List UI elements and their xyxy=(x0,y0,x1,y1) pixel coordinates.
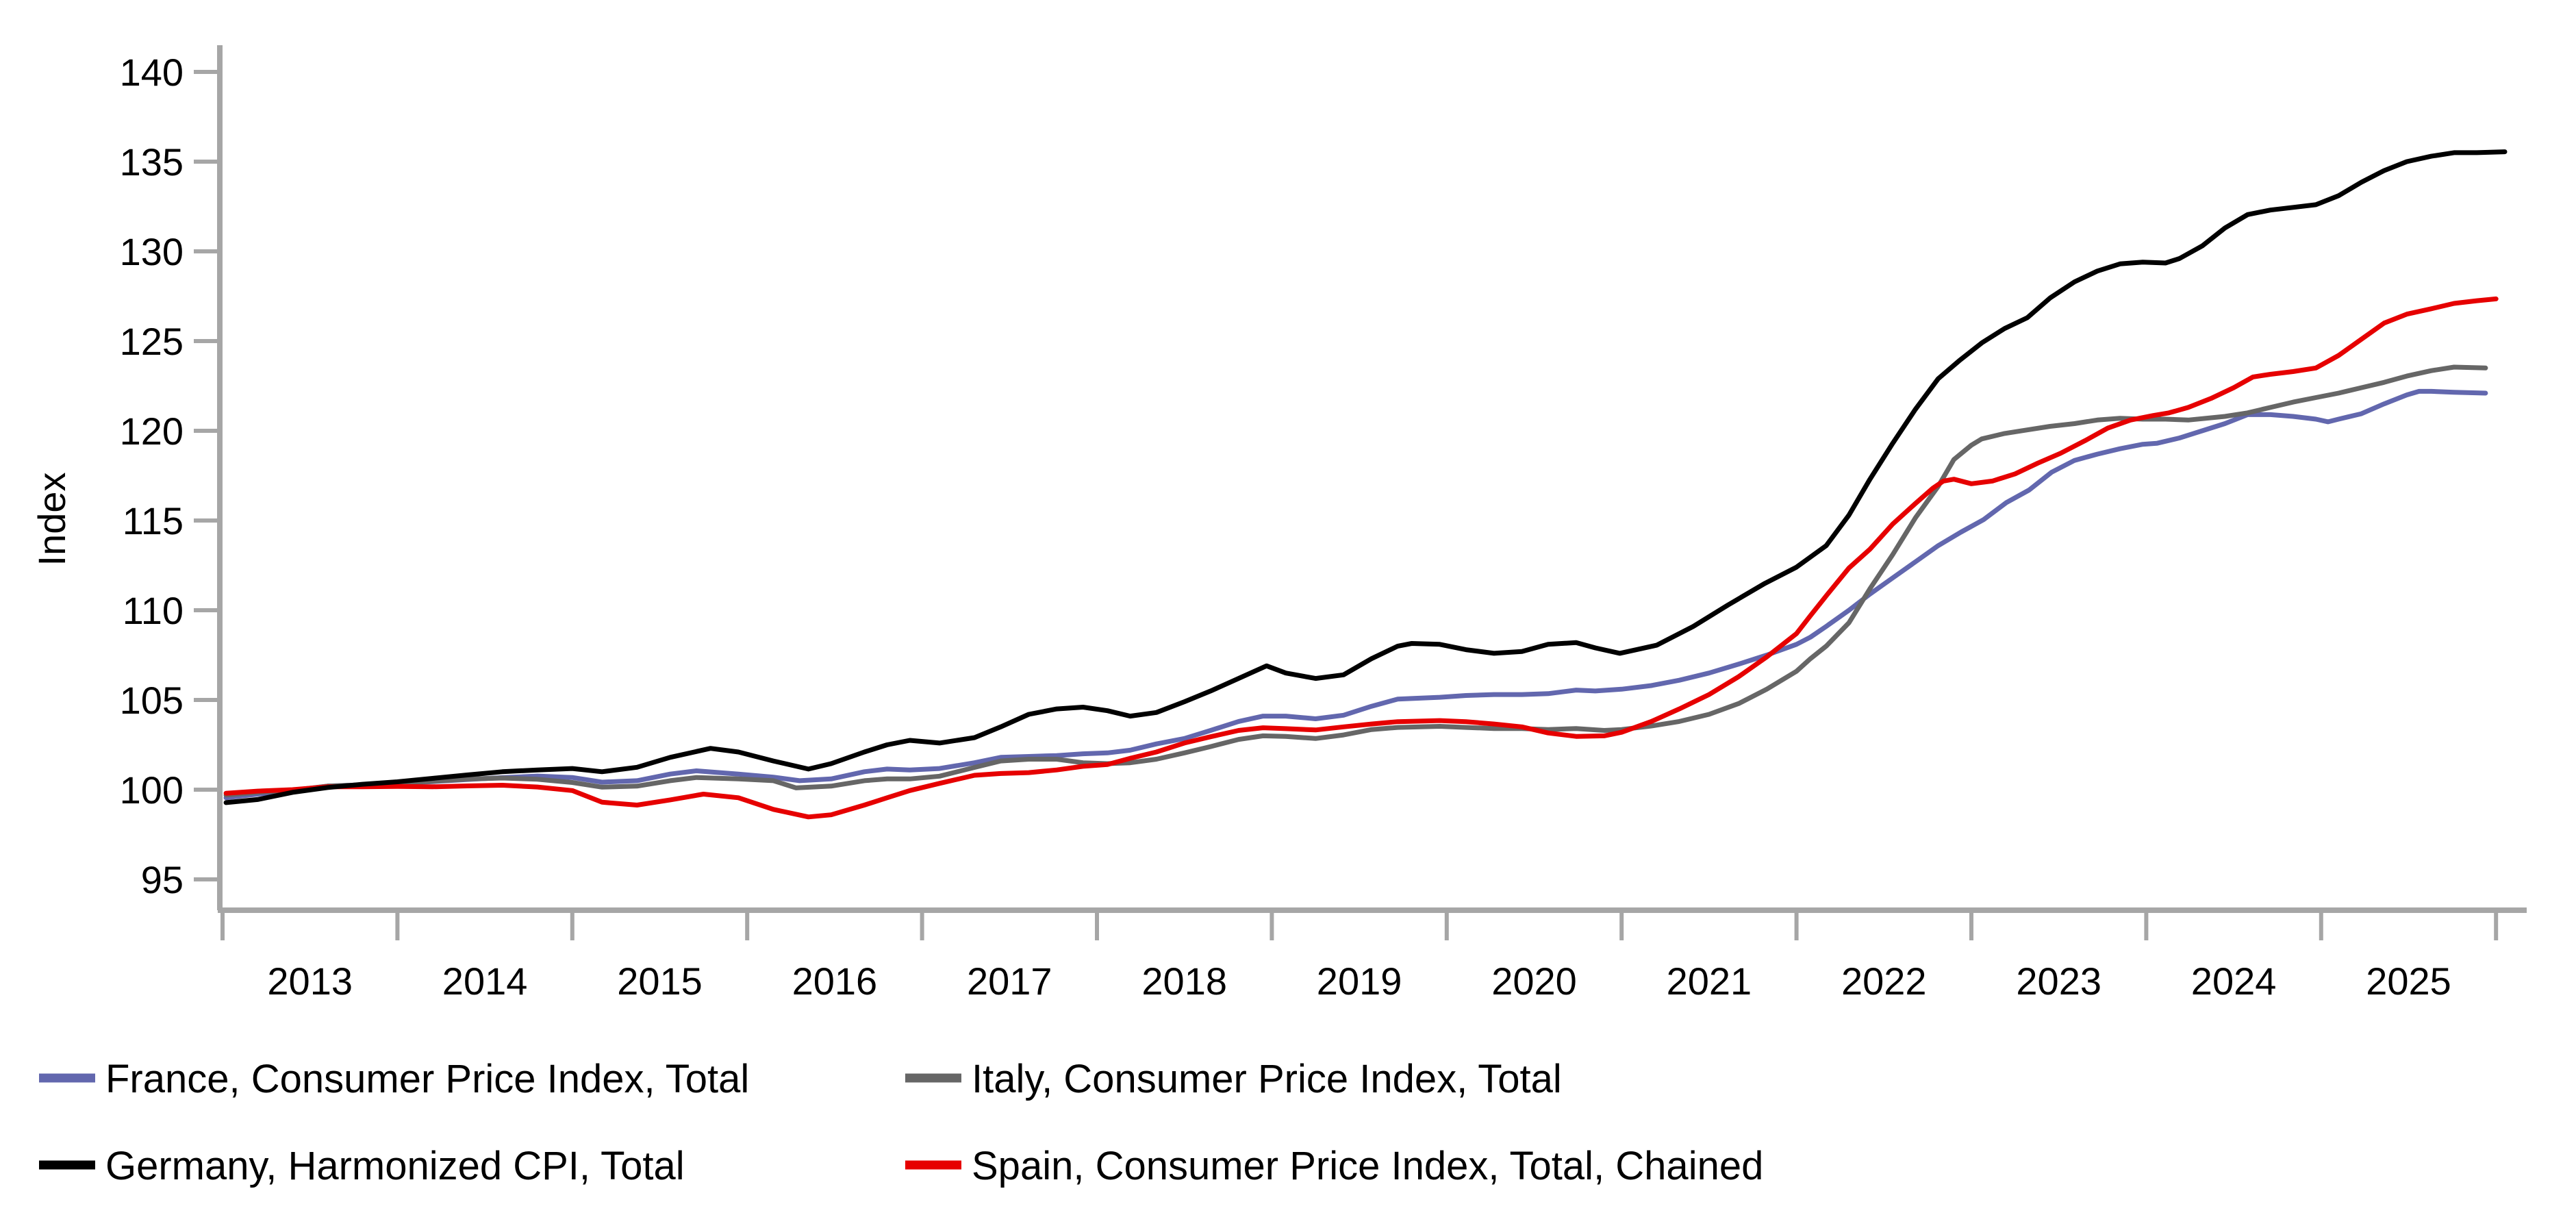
y-tick-label: 115 xyxy=(123,499,184,542)
x-tick-label: 2018 xyxy=(1141,960,1227,1003)
y-tick-label: 130 xyxy=(120,230,184,273)
y-axis-title-group: Index xyxy=(30,473,73,566)
y-axis-title: Index xyxy=(30,473,73,566)
y-tick-label: 125 xyxy=(120,320,184,363)
y-tick-label: 95 xyxy=(141,858,184,901)
y-tick-label: 100 xyxy=(120,768,184,812)
series-line-germany xyxy=(223,149,2508,805)
legend-label: Germany, Harmonized CPI, Total xyxy=(105,1144,685,1188)
x-tick-label: 2015 xyxy=(617,960,703,1003)
x-axis-ticks xyxy=(220,910,2499,940)
y-tick-label: 110 xyxy=(123,589,184,632)
y-axis-ticks xyxy=(194,70,220,881)
series-lines xyxy=(223,149,2508,820)
y-tick-label: 140 xyxy=(120,51,184,94)
x-axis-tick-labels: 2013 2014 2015 2016 2017 2018 2019 2020 2021 2022… xyxy=(267,960,2451,1003)
legend: France, Consumer Price Index, Total Italy… xyxy=(39,1057,1763,1188)
series-line-spain xyxy=(223,296,2499,820)
legend-item-spain: Spain, Consumer Price Index, Total, Chai… xyxy=(905,1144,1763,1188)
legend-item-france: France, Consumer Price Index, Total xyxy=(39,1057,749,1101)
legend-label: Spain, Consumer Price Index, Total, Chai… xyxy=(972,1144,1763,1188)
y-axis-tick-labels: 140 135 130 125 120 115 110 105 100 95 xyxy=(120,51,184,901)
legend-item-italy: Italy, Consumer Price Index, Total xyxy=(905,1057,1562,1101)
series-line-italy xyxy=(223,364,2488,798)
x-tick-label: 2023 xyxy=(2016,960,2101,1003)
series-line-france xyxy=(223,388,2488,801)
y-tick-label: 105 xyxy=(120,679,184,722)
x-tick-label: 2022 xyxy=(1841,960,1927,1003)
x-tick-label: 2025 xyxy=(2366,960,2451,1003)
legend-label: France, Consumer Price Index, Total xyxy=(105,1057,749,1101)
x-tick-label: 2021 xyxy=(1667,960,1752,1003)
axes xyxy=(217,45,2527,913)
x-tick-label: 2024 xyxy=(2191,960,2277,1003)
x-tick-label: 2017 xyxy=(967,960,1052,1003)
legend-label: Italy, Consumer Price Index, Total xyxy=(972,1057,1562,1101)
x-tick-label: 2019 xyxy=(1317,960,1402,1003)
x-tick-label: 2020 xyxy=(1491,960,1577,1003)
x-tick-label: 2014 xyxy=(442,960,528,1003)
y-tick-label: 120 xyxy=(120,410,184,453)
x-tick-label: 2013 xyxy=(267,960,353,1003)
legend-item-germany: Germany, Harmonized CPI, Total xyxy=(39,1144,685,1188)
y-tick-label: 135 xyxy=(120,140,184,184)
x-tick-label: 2016 xyxy=(792,960,878,1003)
